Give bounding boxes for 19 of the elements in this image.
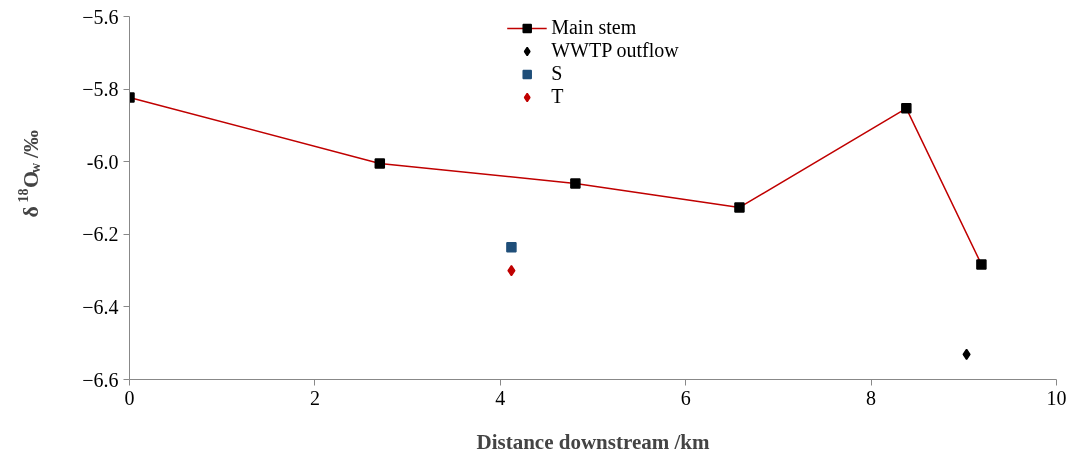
x-axis-title: Distance downstream /km	[476, 429, 710, 454]
legend-label: S	[551, 62, 564, 85]
x-tick-label: 2	[309, 386, 320, 409]
legend-label: WWTP outflow	[551, 39, 679, 62]
y-tick-label: −5.8	[82, 78, 119, 101]
x-tick-label: 6	[680, 386, 691, 409]
legend-label: T	[551, 85, 565, 108]
legend-label: Main stem	[551, 16, 637, 39]
y-axis-title: δ18Ow /‰	[15, 129, 43, 218]
y-tick-label: -6.0	[86, 150, 119, 173]
point	[506, 242, 517, 253]
x-tick-label: 8	[866, 386, 877, 409]
x-tick-label: 0	[124, 386, 135, 409]
y-tick-label: −5.6	[82, 5, 119, 28]
x-tick-label: 4	[495, 386, 506, 409]
y-tick-label: −6.2	[82, 223, 119, 246]
x-tick-label: 10	[1046, 386, 1067, 409]
y-tick-label: −6.6	[82, 368, 119, 391]
y-tick-label: −6.4	[82, 295, 119, 318]
